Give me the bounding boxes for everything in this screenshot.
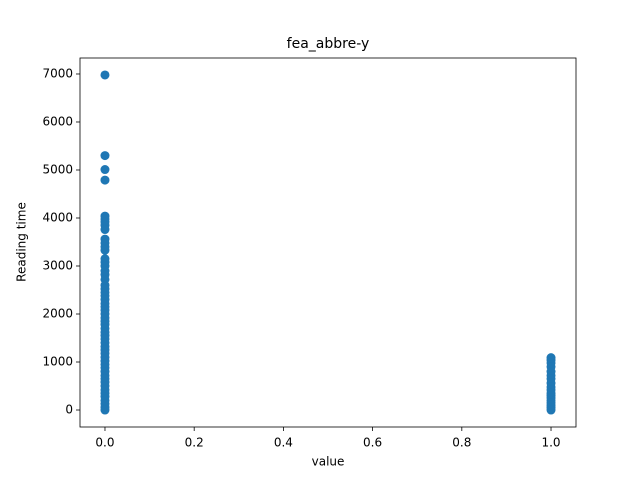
point [100, 151, 110, 161]
y-tick-label: 6000 [42, 114, 73, 128]
point [100, 175, 110, 185]
y-tick-label: 0 [65, 403, 73, 417]
x-axis-label: value [312, 455, 345, 469]
x-tick-label: 0.0 [95, 436, 114, 450]
y-tick-label: 7000 [42, 66, 73, 80]
y-tick-label: 4000 [42, 210, 73, 224]
x-tick-label: 0.4 [274, 436, 293, 450]
x-tick-label: 1.0 [541, 436, 560, 450]
x-tick-label: 0.8 [452, 436, 471, 450]
y-tick-label: 2000 [42, 307, 73, 321]
point [100, 405, 110, 415]
point [100, 245, 110, 255]
chart-title: fea_abbre-y [287, 36, 370, 52]
point [100, 225, 110, 235]
axes-frame [79, 57, 577, 428]
point [100, 165, 110, 175]
x-tick-label: 0.6 [363, 436, 382, 450]
y-tick-label: 1000 [42, 355, 73, 369]
point [546, 405, 556, 415]
point [100, 70, 110, 80]
y-tick-label: 5000 [42, 162, 73, 176]
y-axis-label: Reading time [15, 202, 29, 282]
x-tick-label: 0.2 [185, 436, 204, 450]
y-tick-label: 3000 [42, 258, 73, 272]
